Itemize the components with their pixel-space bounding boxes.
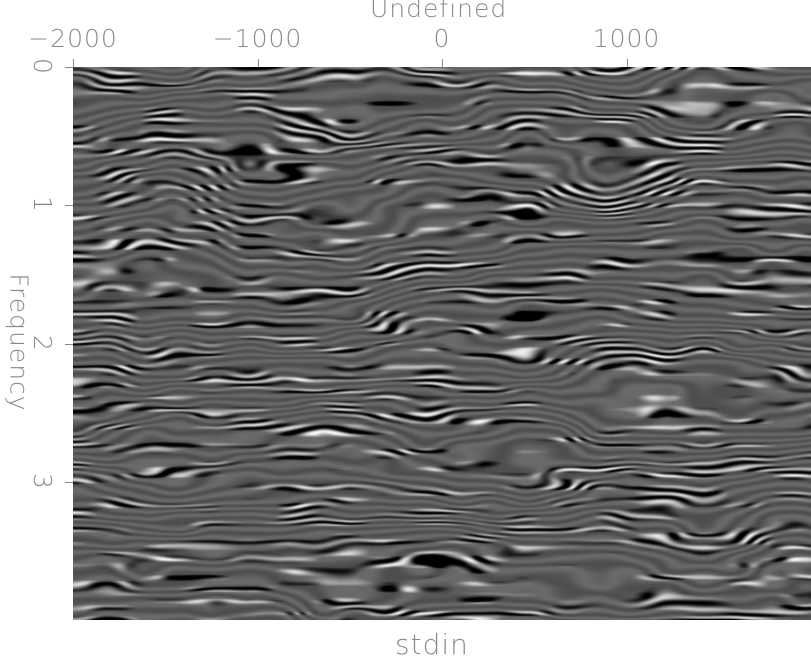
x-axis-label: Undefined bbox=[370, 0, 508, 23]
y-tick-label: 0 bbox=[27, 58, 57, 75]
seismic-image bbox=[73, 67, 811, 620]
x-tick bbox=[73, 59, 74, 67]
y-tick bbox=[65, 67, 73, 68]
x-tick bbox=[442, 59, 443, 67]
y-tick bbox=[65, 205, 73, 207]
y-axis-label: Frequency bbox=[4, 273, 34, 412]
x-tick-label: −1000 bbox=[212, 24, 303, 53]
y-tick bbox=[65, 481, 73, 483]
y-tick-label: 3 bbox=[27, 472, 57, 490]
x-tick-label: 1000 bbox=[592, 24, 661, 53]
x-tick-label: −2000 bbox=[28, 24, 118, 53]
x-tick bbox=[257, 59, 259, 67]
chart-title: stdin bbox=[395, 628, 469, 661]
y-tick-label: 1 bbox=[27, 196, 57, 214]
x-tick-label: 0 bbox=[433, 24, 451, 53]
x-tick bbox=[626, 59, 628, 67]
y-tick bbox=[65, 343, 73, 345]
